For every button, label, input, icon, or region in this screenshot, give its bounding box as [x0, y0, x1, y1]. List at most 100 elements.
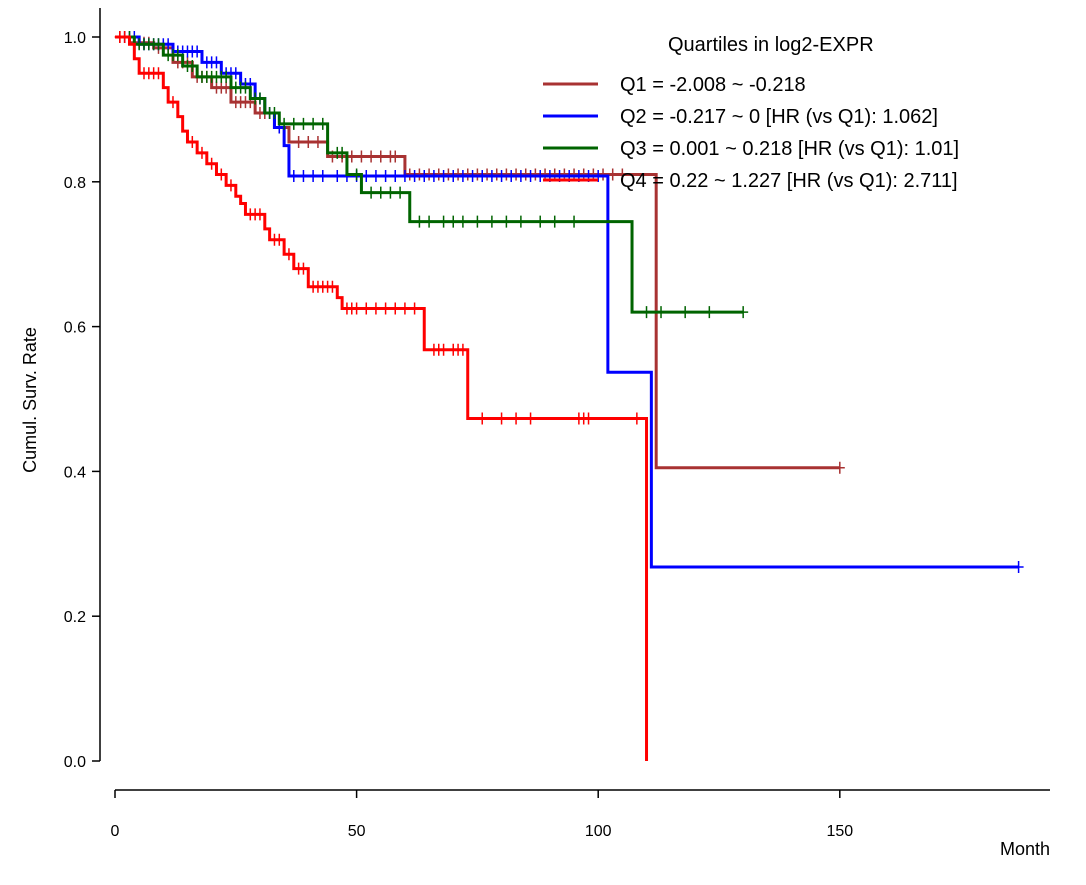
y-tick-label: 0.6 [64, 320, 86, 337]
censor-mark [409, 170, 420, 183]
censor-mark [279, 117, 290, 130]
censor-mark [515, 215, 526, 228]
censor-mark [196, 146, 207, 159]
y-tick-label: 1.0 [64, 30, 86, 47]
censor-mark [366, 150, 377, 163]
censor-mark [390, 302, 401, 315]
y-tick-label: 0.8 [64, 175, 86, 192]
censor-mark [312, 135, 323, 148]
legend-label-q4: Q4 = 0.22 ~ 1.227 [HR (vs Q1): 2.711] [620, 170, 958, 192]
censor-mark [187, 59, 198, 72]
legend-items: Q1 = -2.008 ~ -0.218 Q2 = -0.217 ~ 0 [HR … [543, 74, 959, 192]
censor-mark [448, 170, 459, 183]
censor-mark [834, 461, 845, 474]
legend: Quartiles in log2-EXPR Q1 = -2.008 ~ -0.… [543, 34, 959, 192]
censor-mark [511, 412, 522, 425]
censor-mark [496, 412, 507, 425]
censor-mark [370, 302, 381, 315]
x-tick-label: 100 [585, 823, 612, 840]
censor-mark [535, 215, 546, 228]
censor-mark [375, 186, 386, 199]
censor-mark [274, 233, 285, 246]
censor-mark [283, 248, 294, 261]
y-tick-label: 0.2 [64, 609, 86, 626]
censor-mark [225, 179, 236, 192]
censor-mark [477, 412, 488, 425]
series-q1 [114, 31, 845, 474]
censor-mark [308, 170, 319, 183]
censor-mark [525, 412, 536, 425]
censor-mark [303, 135, 314, 148]
y-axis-ticks: 0.0 0.2 0.4 0.6 0.8 1.0 [64, 30, 100, 771]
censor-mark [380, 302, 391, 315]
censor-mark [370, 170, 381, 183]
censor-mark [332, 170, 343, 183]
y-tick-label: 0.0 [64, 754, 86, 771]
censor-mark [269, 107, 280, 120]
censor-mark [293, 135, 304, 148]
censor-mark [477, 170, 488, 183]
axes: 0 50 100 150 0.0 0.2 0.4 0.6 0.8 1.0 Month Cumul… [20, 8, 1050, 859]
legend-title: Quartiles in log2-EXPR [668, 34, 874, 56]
legend-label-q2: Q2 = -0.217 ~ 0 [HR (vs Q1): 1.062] [620, 106, 938, 128]
censor-mark [211, 56, 222, 69]
x-axis-ticks: 0 50 100 150 [111, 790, 853, 840]
censor-mark [380, 170, 391, 183]
censor-mark [656, 306, 667, 319]
censor-mark [593, 170, 604, 183]
censor-mark [525, 170, 536, 183]
censor-mark [448, 215, 459, 228]
censor-mark [506, 170, 517, 183]
censor-mark [308, 117, 319, 130]
censor-mark [428, 170, 439, 183]
censor-mark [631, 412, 642, 425]
x-tick-label: 150 [826, 823, 853, 840]
censor-mark [390, 150, 401, 163]
censor-mark [298, 170, 309, 183]
censor-mark [153, 38, 164, 51]
series-line-q4 [115, 35, 649, 761]
censor-mark [317, 170, 328, 183]
censor-mark [515, 170, 526, 183]
censor-mark [206, 157, 217, 170]
censor-mark [337, 146, 348, 159]
x-tick-label: 0 [111, 823, 120, 840]
censor-mark [409, 302, 420, 315]
censor-mark [641, 306, 652, 319]
series-q4 [114, 31, 649, 761]
censor-mark [535, 170, 546, 183]
legend-label-q1: Q1 = -2.008 ~ -0.218 [620, 74, 806, 96]
censor-mark [361, 302, 372, 315]
censor-mark [419, 170, 430, 183]
censor-mark [192, 45, 203, 58]
censor-mark [438, 343, 449, 356]
censor-mark [216, 168, 227, 181]
censor-mark [486, 215, 497, 228]
censor-mark [375, 150, 386, 163]
censor-mark [486, 170, 497, 183]
censor-mark [254, 92, 265, 105]
series-q3 [115, 31, 749, 319]
censor-mark [1013, 560, 1024, 573]
censor-mark [167, 96, 178, 109]
censor-mark [457, 170, 468, 183]
censor-mark [467, 170, 478, 183]
censor-mark [414, 215, 425, 228]
censor-mark [549, 215, 560, 228]
censor-mark [187, 135, 198, 148]
censor-mark [288, 170, 299, 183]
censor-mark [457, 343, 468, 356]
censor-mark [680, 306, 691, 319]
censor-mark [704, 306, 715, 319]
censor-mark [617, 168, 628, 181]
censor-mark [496, 170, 507, 183]
series-line-q1 [115, 35, 840, 470]
censor-mark [221, 70, 232, 83]
censor-mark [351, 168, 362, 181]
censor-mark [254, 208, 265, 221]
censor-mark [298, 262, 309, 275]
censor-mark [569, 215, 580, 228]
censor-mark [501, 215, 512, 228]
censor-mark [327, 280, 338, 293]
